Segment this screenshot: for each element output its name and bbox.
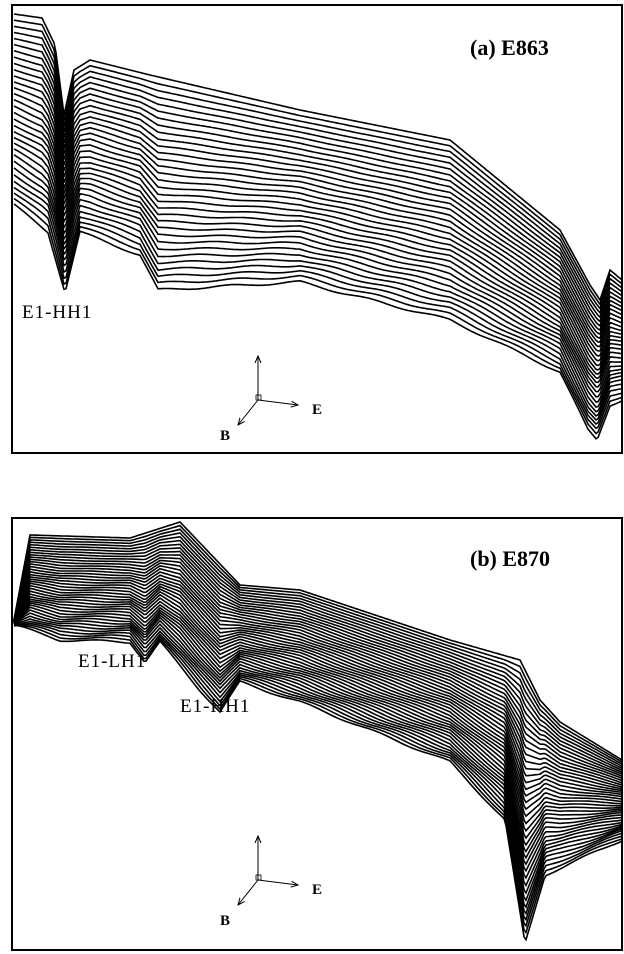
spectrum-curve <box>13 595 623 847</box>
spectrum-curve <box>13 624 623 928</box>
spectrum-curve <box>13 37 623 319</box>
spectrum-curve <box>13 180 623 421</box>
spectrum-curve <box>13 43 623 323</box>
spectrum-curve <box>13 539 623 772</box>
annotation: E1-HH1 <box>22 302 92 323</box>
spectrum-curve <box>13 148 623 398</box>
spectrum-curve <box>13 562 623 786</box>
spectrum-curve <box>13 118 623 375</box>
spectrum-curve <box>13 606 623 880</box>
spectrum-curve <box>13 31 623 315</box>
spectrum-curve <box>13 600 623 860</box>
annotation: E1-HH1 <box>180 696 250 717</box>
spectrum-curve <box>13 593 623 840</box>
panel-frame <box>11 4 623 454</box>
annotation: E1-LH1 <box>78 651 146 672</box>
spectrum-curve <box>13 92 623 357</box>
spectrum-curve <box>13 521 623 761</box>
axes-indicator <box>238 836 298 905</box>
spectrum-curve <box>13 192 623 430</box>
spectrum-curve <box>13 174 623 417</box>
spectrum-curve <box>13 87 623 352</box>
spectrum-curve <box>13 620 623 916</box>
spectrum-curve <box>13 559 623 784</box>
spectrum-curve <box>13 576 623 796</box>
spectrum-curve <box>13 580 623 804</box>
spectrum-curve <box>13 50 623 328</box>
spectrum-curve <box>13 571 623 792</box>
spectrum-curve <box>13 124 623 380</box>
spectrum-curve <box>13 25 623 311</box>
axis-label: B <box>220 428 230 444</box>
spectrum-curve <box>13 167 623 413</box>
spectrum-curve <box>13 532 623 767</box>
panel-frame <box>11 517 623 951</box>
spectrum-curve <box>13 573 623 794</box>
spectrum-curve <box>13 598 623 853</box>
spectrum-curve <box>13 197 623 435</box>
panel-label: (a) E863 <box>470 35 549 60</box>
spectrum-curve <box>13 550 623 777</box>
spectrum-curve <box>13 623 623 942</box>
spectrum-curve <box>13 13 623 302</box>
spectrum-curve <box>13 565 623 788</box>
spectra-b <box>13 521 623 942</box>
spectra-a <box>13 13 623 440</box>
spectrum-curve <box>13 160 623 409</box>
spectrum-curve <box>13 618 623 909</box>
spectrum-curve <box>13 535 623 770</box>
spectrum-curve <box>13 105 623 367</box>
spectrum-curve <box>13 528 623 765</box>
spectrum-curve <box>13 590 623 833</box>
spectrum-curve <box>13 582 623 811</box>
spectrum-curve <box>13 186 623 426</box>
spectrum-curve <box>13 62 623 336</box>
spectrum-curve <box>13 203 623 440</box>
spectrum-curve <box>13 142 622 393</box>
spectrum-curve <box>13 609 623 888</box>
spectrum-curve <box>13 543 623 773</box>
spectrum-curve <box>13 612 623 895</box>
spectrum-curve <box>13 98 623 362</box>
spectrum-curve <box>13 554 623 780</box>
spectrum-curve <box>13 136 623 388</box>
spectrum-curve <box>13 75 623 344</box>
spectrum-curve <box>13 624 623 935</box>
spectrum-curve <box>13 524 623 763</box>
axis-label: B <box>220 913 230 929</box>
spectrum-curve <box>13 615 623 902</box>
spectrum-curve <box>13 587 623 825</box>
axis-label: E <box>312 402 322 418</box>
panel-label: (b) E870 <box>470 546 550 571</box>
spectrum-curve <box>13 56 623 332</box>
spectrum-curve <box>13 622 623 922</box>
spectrum-curve <box>13 19 623 306</box>
axes-indicator <box>238 356 298 425</box>
spectrum-curve <box>13 602 623 866</box>
spectrum-curve <box>13 604 623 873</box>
spectrum-curve <box>13 130 623 384</box>
spectrum-curve <box>13 578 623 798</box>
spectrum-curve <box>13 81 623 348</box>
spectrum-curve <box>13 556 623 782</box>
spectrum-curve <box>13 584 623 818</box>
spectrum-curve <box>13 111 623 371</box>
spectrum-curve <box>13 547 623 775</box>
axis-label: E <box>312 882 322 898</box>
spectrum-curve <box>13 69 623 340</box>
spectrum-curve <box>13 567 623 790</box>
spectrum-curve <box>13 154 623 403</box>
